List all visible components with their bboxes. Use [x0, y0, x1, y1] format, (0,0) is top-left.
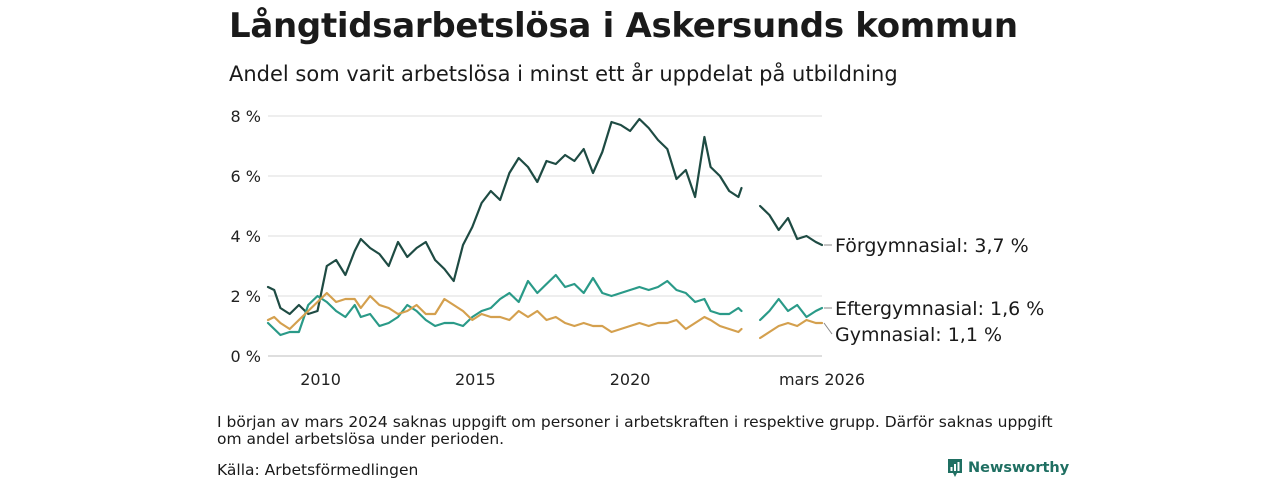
y-tick-label: 0 % [231, 347, 261, 366]
y-tick-label: 4 % [231, 227, 261, 246]
source-text: Källa: Arbetsförmedlingen [217, 461, 419, 479]
series-end-label: Eftergymnasial: 1,6 % [835, 298, 1044, 320]
series-line-förgymnasial [758, 204, 824, 247]
footnote: I början av mars 2024 saknas uppgift om … [217, 413, 1053, 448]
y-tick-label: 6 % [231, 167, 261, 186]
brand-logo: Newsworthy [946, 458, 1069, 478]
series-end-label: Gymnasial: 1,1 % [835, 324, 1002, 346]
line-chart: 0 % 2 % 4 % 6 % 8 % 2010 2015 2020 mars 2026 Förg… [231, 107, 1045, 389]
page-title: Långtidsarbetslösa i Askersunds kommun [229, 6, 1018, 46]
series-line-gymnasial [266, 291, 743, 334]
series-line-gymnasial [758, 318, 824, 340]
brand-name: Newsworthy [968, 460, 1070, 476]
newsworthy-logo-icon [948, 459, 962, 477]
series-line-eftergymnasial [266, 273, 743, 337]
label-leader-line [823, 322, 833, 335]
y-tick-label: 2 % [231, 287, 261, 306]
y-tick-label: 8 % [231, 107, 261, 126]
series-line-eftergymnasial [758, 297, 824, 322]
x-tick-label: 2015 [455, 370, 496, 389]
x-tick-label: 2010 [300, 370, 341, 389]
x-tick-label: 2020 [610, 370, 651, 389]
x-tick-label: mars 2026 [779, 370, 865, 389]
page-subtitle: Andel som varit arbetslösa i minst ett å… [229, 62, 898, 86]
series-end-label: Förgymnasial: 3,7 % [835, 235, 1029, 257]
series-line-förgymnasial [266, 117, 743, 316]
